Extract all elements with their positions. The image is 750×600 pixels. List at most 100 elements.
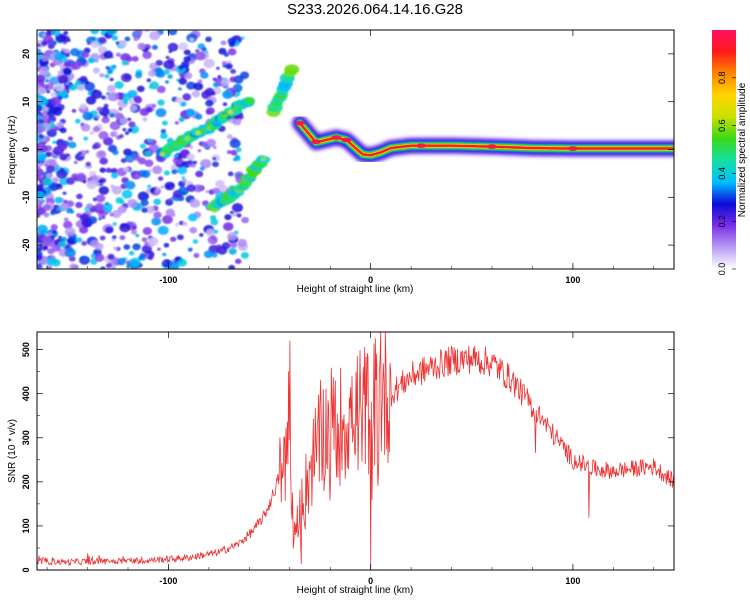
heat-core xyxy=(260,157,266,162)
heat-noise-blob xyxy=(50,210,56,216)
heat-noise-blob xyxy=(41,235,53,245)
heat-noise-blob xyxy=(37,168,44,178)
heat-noise-blob xyxy=(59,153,68,161)
heat-core xyxy=(233,106,239,111)
heat-noise-blob xyxy=(142,227,153,235)
heat-noise-blob xyxy=(63,220,73,229)
heat-noise-blob xyxy=(109,65,116,71)
heat-noise-blob xyxy=(88,216,98,224)
heat-noise-blob xyxy=(64,48,70,54)
heat-noise-blob xyxy=(48,55,55,61)
heat-noise-blob xyxy=(212,187,221,194)
heat-noise-blob xyxy=(111,35,119,41)
heat-noise-blob xyxy=(182,93,192,101)
heat-noise-blob xyxy=(133,37,139,42)
heat-noise-blob xyxy=(43,212,50,218)
heat-noise-blob xyxy=(79,255,90,265)
heat-noise-blob xyxy=(86,203,93,209)
heat-noise-blob xyxy=(66,210,71,214)
heat-noise-blob xyxy=(110,167,118,174)
heat-noise-blob xyxy=(178,186,189,196)
heat-noise-blob xyxy=(140,44,146,49)
heat-noise-blob xyxy=(37,119,41,125)
heat-noise-blob xyxy=(121,60,128,66)
heat-noise-blob xyxy=(226,150,232,154)
heat-noise-blob xyxy=(94,253,105,262)
heat-noise-blob xyxy=(146,78,152,83)
heat-noise-blob xyxy=(52,177,59,183)
heat-noise-blob xyxy=(98,179,104,184)
heat-noise-blob xyxy=(145,205,155,214)
heat-noise-blob xyxy=(85,161,92,167)
heat-noise-blob xyxy=(37,152,47,162)
heat-noise-blob xyxy=(175,222,180,227)
heat-noise-blob xyxy=(230,149,238,156)
heat-noise-blob xyxy=(240,71,250,80)
heat-noise-blob xyxy=(105,167,112,173)
heat-noise-blob xyxy=(95,114,100,119)
heat-noise-blob xyxy=(122,127,127,132)
heat-noise-blob xyxy=(128,250,135,256)
heat-core xyxy=(256,161,262,166)
heat-noise-blob xyxy=(37,63,40,68)
heat-noise-blob xyxy=(177,258,187,267)
heat-noise-blob xyxy=(51,30,61,37)
heat-noise-blob xyxy=(38,66,49,76)
heat-noise-blob xyxy=(113,246,118,250)
heat-noise-blob xyxy=(82,180,87,184)
heat-noise-blob xyxy=(189,226,198,234)
heat-noise-blob xyxy=(124,154,136,163)
heat-noise-blob xyxy=(111,235,117,240)
heat-noise-blob xyxy=(105,263,112,269)
heat-noise-blob xyxy=(144,159,154,167)
heat-noise-blob xyxy=(167,30,178,36)
snr-frame xyxy=(36,331,675,571)
heat-noise-blob xyxy=(227,48,237,56)
heat-noise-blob xyxy=(56,121,64,129)
heat-noise-blob xyxy=(103,50,114,59)
heat-noise-blob xyxy=(97,150,106,158)
heat-noise-blob xyxy=(213,229,219,234)
heat-noise-blob xyxy=(203,58,215,69)
heat-noise-blob xyxy=(90,41,100,49)
heat-noise-blob xyxy=(41,55,49,62)
heat-noise-blob xyxy=(57,183,62,187)
heat-noise-blob xyxy=(189,198,201,208)
heat-noise-blob xyxy=(63,30,69,35)
heat-noise-blob xyxy=(109,121,121,131)
heat-noise-blob xyxy=(63,61,71,68)
heat-noise-blob xyxy=(178,65,184,70)
heat-noise-blob xyxy=(57,95,63,101)
heat-noise-blob xyxy=(149,62,158,70)
heat-noise-blob xyxy=(69,209,75,214)
heat-noise-blob xyxy=(106,84,116,93)
heat-noise-blob xyxy=(168,198,173,202)
heat-noise-blob xyxy=(139,143,147,149)
heat-noise-blob xyxy=(60,168,65,172)
heat-noise-blob xyxy=(83,136,89,141)
heat-noise-blob xyxy=(218,47,227,55)
heat-noise-blob xyxy=(93,142,101,149)
bottom-y-tick-label: 100 xyxy=(21,518,31,533)
heat-noise-blob xyxy=(60,203,69,211)
heat-noise-blob xyxy=(167,74,173,79)
spectrogram-heat-layer xyxy=(37,30,674,269)
heat-noise-blob xyxy=(205,228,216,237)
heat-hotspot xyxy=(331,135,342,140)
heat-noise-blob xyxy=(79,103,87,110)
heat-noise-blob xyxy=(178,42,189,51)
heat-noise-blob xyxy=(89,130,95,135)
heat-noise-blob xyxy=(223,222,234,231)
heat-noise-blob xyxy=(52,244,61,252)
heat-noise-blob xyxy=(134,72,143,79)
heat-noise-blob xyxy=(37,43,41,47)
heat-noise-blob xyxy=(130,229,138,235)
heat-noise-blob xyxy=(151,217,162,226)
heat-noise-blob xyxy=(123,244,131,250)
heat-hotspot xyxy=(341,137,352,143)
heat-noise-blob xyxy=(178,117,185,123)
heat-noise-blob xyxy=(215,244,223,251)
heat-noise-blob xyxy=(63,217,69,222)
heat-noise-blob xyxy=(53,52,64,61)
heat-noise-blob xyxy=(140,199,149,207)
